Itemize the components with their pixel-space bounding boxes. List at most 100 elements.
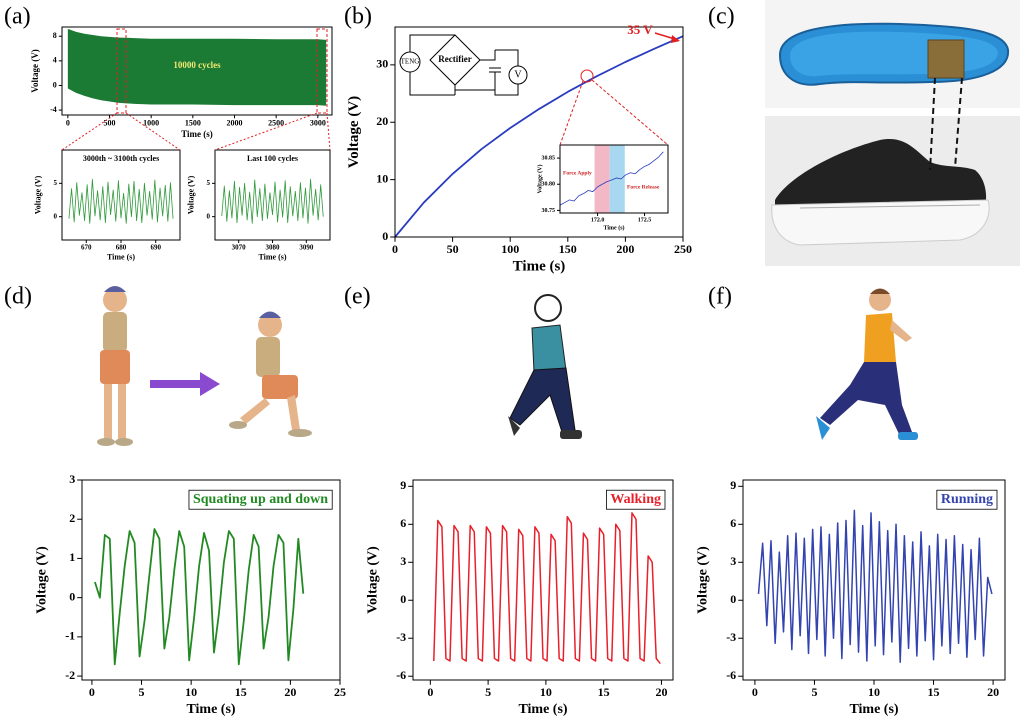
force-apply-region <box>595 145 610 213</box>
panel-label: (e) <box>344 284 371 310</box>
y-tick-label: 5 <box>54 179 58 187</box>
y-axis-label: Voltage (V) <box>537 165 544 194</box>
y-tick-label: -4 <box>50 105 57 114</box>
x-tick-label: 3070 <box>232 244 247 252</box>
x-tick-label: 172.0 <box>591 218 605 224</box>
x-tick-label: 20 <box>655 685 667 699</box>
y-tick-label: 0 <box>400 592 406 606</box>
y-axis-label: Voltage (V) <box>366 546 381 614</box>
circuit-rectifier: Rectifier <box>438 54 471 64</box>
y-tick-label: 0 <box>730 592 736 606</box>
y-tick-label: 0 <box>382 229 388 243</box>
x-tick-label: 25 <box>334 685 346 699</box>
y-tick-label: 0 <box>53 80 57 89</box>
x-tick-label: 150 <box>559 242 577 256</box>
series-label: Running <box>941 492 993 507</box>
y-tick-label: 9 <box>730 478 736 492</box>
y-tick-label: 0 <box>69 589 75 603</box>
x-tick-label: 1500 <box>185 119 201 128</box>
x-tick-label: 10 <box>868 685 880 699</box>
x-tick-label: 50 <box>447 242 459 256</box>
y-tick-label: 0 <box>207 212 211 220</box>
circuit-meter: V <box>514 69 522 80</box>
chart: 172.0172.530.7530.8030.85Time (s)Voltage… <box>530 143 670 233</box>
y-tick-label: 3 <box>69 472 75 486</box>
annotation: 10000 cycles <box>173 60 221 70</box>
x-tick-label: 3080 <box>266 244 281 252</box>
x-tick-label: 1000 <box>143 119 159 128</box>
y-tick-label: 20 <box>376 114 388 128</box>
x-tick-label: 5 <box>139 685 145 699</box>
x-tick-label: 15 <box>928 685 940 699</box>
y-tick-label: -3 <box>396 630 406 644</box>
y-tick-label: 3 <box>400 554 406 568</box>
x-axis-label: Time (s) <box>186 702 235 717</box>
y-axis-label: Voltage (V) <box>346 96 362 168</box>
force-release-region <box>610 145 625 213</box>
x-tick-label: 5 <box>485 685 491 699</box>
y-tick-label: 9 <box>400 478 406 492</box>
y-tick-label: 1 <box>69 550 75 564</box>
panel-label: (a) <box>4 4 31 30</box>
y-axis-label: Voltage (V) <box>35 546 50 614</box>
inset-title: Last 100 cycles <box>247 154 298 163</box>
x-axis-label: Time (s) <box>518 702 567 717</box>
inset-title: 3000th ~ 3100th cycles <box>83 154 159 163</box>
x-tick-label: 5 <box>811 685 817 699</box>
y-tick-label: -6 <box>396 668 406 682</box>
panel-label: (d) <box>4 284 32 310</box>
y-axis-label: Voltage (V) <box>34 175 43 214</box>
annotation: 35 V <box>627 22 653 37</box>
x-tick-label: 15 <box>235 685 247 699</box>
x-tick-label: 0 <box>752 685 758 699</box>
x-tick-label: 680 <box>116 244 127 252</box>
x-axis-label: Time (s) <box>258 252 286 261</box>
x-tick-label: 0 <box>427 685 433 699</box>
y-tick-label: 30.75 <box>542 208 556 214</box>
x-tick-label: 3000 <box>310 119 326 128</box>
x-axis-label: Time (s) <box>849 702 898 717</box>
y-tick-label: -3 <box>726 630 736 644</box>
x-tick-label: 10 <box>185 685 197 699</box>
y-tick-label: -6 <box>726 668 736 682</box>
y-tick-label: 5 <box>207 179 211 187</box>
x-tick-label: 0 <box>89 685 95 699</box>
x-tick-label: 100 <box>501 242 519 256</box>
x-tick-label: 250 <box>674 242 692 256</box>
y-tick-label: 6 <box>400 516 406 530</box>
y-axis-label: Voltage (V) <box>187 175 196 214</box>
x-tick-label: 20 <box>284 685 296 699</box>
insole-photo <box>765 0 1020 108</box>
annotation: Force Apply <box>563 170 592 176</box>
x-tick-label: 172.5 <box>638 218 652 224</box>
x-tick-label: 2000 <box>227 119 243 128</box>
series-label: Walking <box>610 492 661 507</box>
y-axis-label: Voltage (V) <box>696 546 711 614</box>
x-tick-label: 670 <box>81 244 92 252</box>
y-tick-label: 4 <box>53 56 57 65</box>
y-tick-label: 8 <box>53 31 57 40</box>
x-tick-label: 200 <box>616 242 634 256</box>
y-tick-label: 0 <box>54 212 58 220</box>
x-tick-label: 20 <box>987 685 999 699</box>
y-tick-label: 30.85 <box>542 155 556 161</box>
panel-label: (c) <box>708 4 735 30</box>
x-tick-label: 500 <box>104 119 116 128</box>
series-label: Squating up and down <box>193 492 328 507</box>
y-tick-label: 6 <box>730 516 736 530</box>
annotation: Force Release <box>627 184 660 190</box>
x-axis-label: Time (s) <box>513 259 566 275</box>
panel-label: (b) <box>344 4 372 30</box>
y-axis-label: Voltage (V) <box>30 49 40 92</box>
x-tick-label: 0 <box>392 242 398 256</box>
x-tick-label: 690 <box>150 244 161 252</box>
y-tick-label: 3 <box>730 554 736 568</box>
figure: (a) (b) (c) (d) (e) (f) <box>0 0 1020 727</box>
y-tick-label: -1 <box>65 629 75 643</box>
x-tick-label: 3090 <box>299 244 314 252</box>
x-tick-label: 10 <box>540 685 552 699</box>
x-axis-label: Time (s) <box>107 252 135 261</box>
circuit-source: TENG <box>401 58 420 66</box>
x-axis-label: Time (s) <box>181 129 213 139</box>
panel-label: (f) <box>708 284 732 310</box>
